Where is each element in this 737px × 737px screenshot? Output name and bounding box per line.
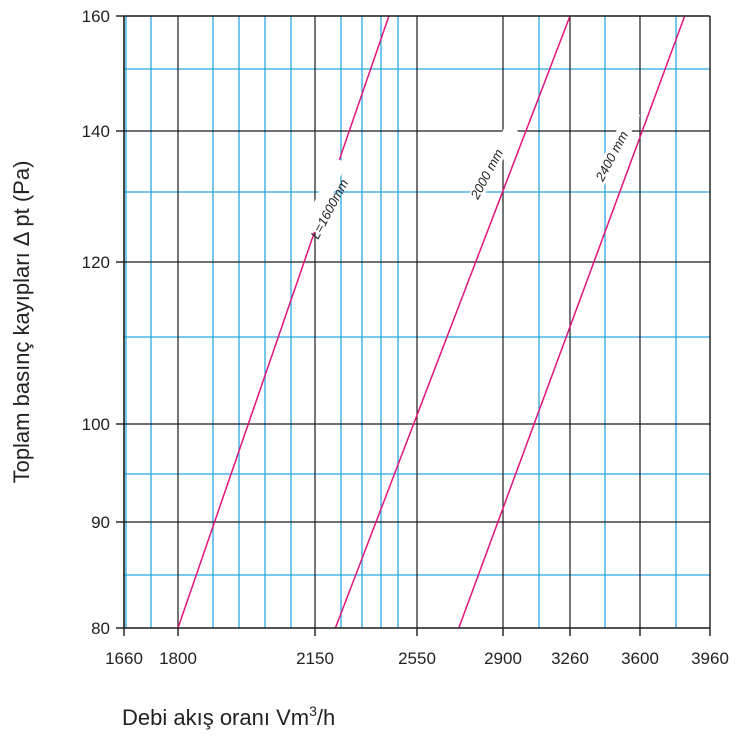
y-tick-label: 100 <box>82 415 110 434</box>
x-tick-label: 1800 <box>159 649 197 668</box>
x-tick-label: 2150 <box>296 649 334 668</box>
x-tick-label: 1660 <box>105 649 143 668</box>
axes <box>116 15 711 636</box>
series-label-background <box>591 108 641 186</box>
x-axis-title-suffix: /h <box>317 705 335 730</box>
x-axis-title-main: Debi akış oranı Vm <box>122 705 309 730</box>
y-tick-label: 140 <box>82 122 110 141</box>
series-label-background <box>467 124 519 204</box>
y-tick-label: 120 <box>82 253 110 272</box>
series-lines <box>177 15 686 629</box>
x-tick-label: 3600 <box>621 649 659 668</box>
series-label-background <box>303 157 347 233</box>
series-label: 2000 mm <box>467 146 506 202</box>
major-grid <box>124 16 710 628</box>
x-axis-title: Debi akış oranı Vm3/h <box>122 703 335 730</box>
x-axis-title-superscript: 3 <box>309 703 317 719</box>
x-tick-label: 3960 <box>691 649 729 668</box>
y-tick-label: 90 <box>91 513 110 532</box>
x-tick-label: 3260 <box>551 649 589 668</box>
x-tick-label: 2550 <box>398 649 436 668</box>
series-line <box>458 15 686 629</box>
tick-labels: 1660 1800 2150 2550 2900 3260 3600 3960 80 90 100 1… <box>82 7 729 668</box>
y-tick-label: 80 <box>91 619 110 638</box>
series-line <box>177 15 390 629</box>
series-line <box>334 15 571 629</box>
y-axis-title: Toplam basınç kayıpları Δ pt (Pa) <box>9 161 34 484</box>
y-tick-label: 160 <box>82 7 110 26</box>
x-tick-label: 2900 <box>484 649 522 668</box>
